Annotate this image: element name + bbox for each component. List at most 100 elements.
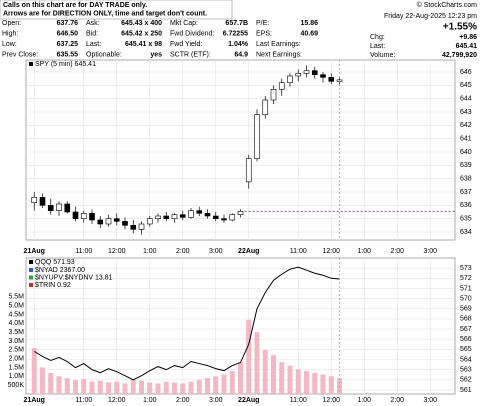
info-value: 1.04% bbox=[228, 41, 249, 48]
candle-body bbox=[254, 114, 260, 159]
legend-entry: QQQ 571.93 bbox=[35, 259, 75, 266]
candle-body bbox=[212, 215, 219, 219]
price-line bbox=[33, 266, 340, 381]
volume-bar bbox=[89, 381, 95, 394]
candle-body bbox=[105, 218, 112, 225]
note-box bbox=[0, 0, 233, 20]
info-value: 15.86 bbox=[300, 20, 318, 27]
y-tick-label: 567 bbox=[460, 326, 472, 333]
candle-body bbox=[113, 218, 120, 222]
info-value: 64.9 bbox=[234, 51, 248, 58]
y-tick-label: 641 bbox=[460, 136, 472, 143]
candle-body bbox=[287, 75, 293, 83]
y-tick-label: 563 bbox=[460, 366, 472, 373]
info-value: 646.50 bbox=[57, 30, 79, 37]
candle-body bbox=[245, 158, 252, 183]
y-tick-label: 562 bbox=[460, 377, 472, 384]
x-tick-label: 11:00 bbox=[75, 248, 92, 255]
volume-bar bbox=[320, 374, 326, 394]
volume-bar bbox=[196, 379, 202, 394]
volume-bar bbox=[106, 382, 111, 394]
x-tick-label: 12:00 bbox=[322, 397, 340, 404]
candle-body bbox=[146, 218, 153, 225]
volume-bar bbox=[155, 383, 161, 394]
info-label: Low: bbox=[2, 41, 17, 48]
volume-bar bbox=[312, 372, 318, 394]
legend-entry: $NYAD 2367.00 bbox=[35, 267, 85, 274]
volume-bar bbox=[295, 369, 301, 394]
volume-bar bbox=[188, 381, 194, 394]
volume-bar bbox=[271, 355, 276, 394]
y-tick-label: 646 bbox=[460, 69, 472, 76]
y-tick-label: 645 bbox=[460, 82, 472, 89]
y-tick-label: 564 bbox=[460, 356, 472, 363]
x-tick-label: 21Aug bbox=[24, 397, 45, 404]
candle-body bbox=[163, 215, 170, 219]
x-tick-label: 12:00 bbox=[108, 397, 126, 404]
x-tick-label: 3:00 bbox=[423, 397, 437, 404]
y2-tick-label: 3.0M bbox=[8, 338, 24, 345]
x-tick-label: 22Aug bbox=[238, 248, 259, 255]
candle-body bbox=[328, 77, 335, 82]
volume-bar bbox=[163, 381, 169, 394]
volume-bar bbox=[56, 376, 62, 394]
y-tick-label: 569 bbox=[460, 306, 472, 313]
candle-body bbox=[122, 221, 128, 226]
y-tick-label: 640 bbox=[460, 149, 472, 156]
y-tick-label: 573 bbox=[460, 265, 472, 272]
info-value: 637.25 bbox=[57, 41, 79, 48]
candle-body bbox=[229, 214, 236, 221]
info-label: High: bbox=[2, 30, 18, 37]
quote-label: Volume: bbox=[370, 52, 395, 59]
y-tick-label: 636 bbox=[460, 202, 472, 209]
volume-bar bbox=[279, 362, 285, 394]
candle-body bbox=[311, 70, 318, 75]
info-value: 657.7B bbox=[225, 20, 248, 27]
y-tick-label: 635 bbox=[460, 216, 472, 223]
y-tick-label: 565 bbox=[460, 346, 472, 353]
legend-entry: SPY (5 min) 645.41 bbox=[35, 61, 96, 68]
y2-tick-label: 5.0M bbox=[8, 303, 24, 310]
candle-body bbox=[155, 215, 161, 219]
volume-bar bbox=[254, 332, 260, 394]
volume-bar bbox=[328, 376, 334, 394]
y-tick-label: 639 bbox=[460, 162, 472, 169]
volume-bar bbox=[114, 381, 120, 394]
legend-entry: $NYUPV:$NYDNV 13.81 bbox=[35, 274, 113, 281]
volume-bar bbox=[180, 383, 186, 394]
y-tick-label: 568 bbox=[460, 316, 472, 323]
volume-bar bbox=[122, 383, 128, 394]
info-value: 645.42 x 250 bbox=[121, 30, 162, 37]
candle-body bbox=[262, 99, 269, 115]
volume-bar bbox=[48, 372, 54, 394]
candle-body bbox=[89, 213, 95, 221]
y-tick-label: 571 bbox=[460, 285, 472, 292]
legend-swatch bbox=[29, 268, 33, 272]
volume-bar bbox=[147, 382, 153, 394]
info-value: yes bbox=[150, 51, 162, 58]
x-tick-label: 11:00 bbox=[290, 248, 307, 255]
candle-body bbox=[320, 74, 326, 78]
volume-bar bbox=[97, 380, 103, 394]
volume-bar bbox=[238, 362, 243, 394]
info-value: 40.69 bbox=[300, 30, 318, 37]
candle-body bbox=[138, 223, 145, 230]
y-tick-label: 644 bbox=[460, 96, 472, 103]
volume-bar bbox=[229, 371, 235, 394]
y-tick-label: 572 bbox=[460, 275, 472, 282]
candle-body bbox=[303, 70, 310, 74]
candle-body bbox=[204, 213, 211, 217]
candle-body bbox=[188, 210, 194, 218]
info-value: 645.43 x 400 bbox=[121, 20, 162, 27]
legend-swatch bbox=[29, 283, 33, 287]
x-tick-label: 1:00 bbox=[357, 397, 371, 404]
candle-body bbox=[97, 219, 104, 225]
candle-body bbox=[80, 213, 87, 219]
info-value: 637.76 bbox=[57, 20, 79, 27]
note-text: Calls on this chart are for DAY TRADE on… bbox=[3, 2, 147, 9]
x-tick-label: 21Aug bbox=[24, 248, 45, 255]
x-tick-label: 2:00 bbox=[390, 248, 404, 255]
volume-bar bbox=[130, 379, 136, 394]
y-tick-label: 570 bbox=[460, 295, 472, 302]
